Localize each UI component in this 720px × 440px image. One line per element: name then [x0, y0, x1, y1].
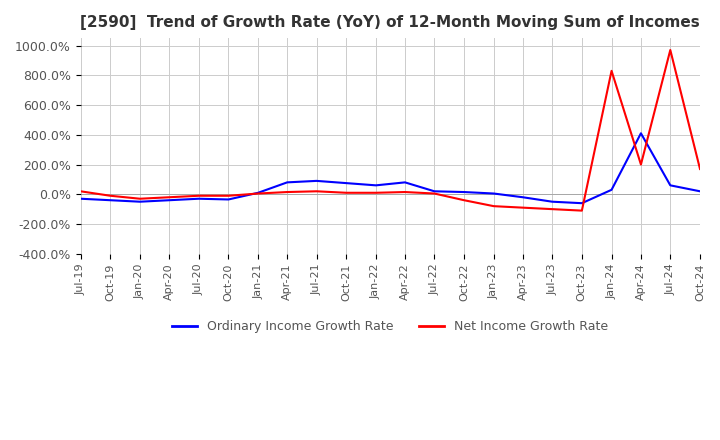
Title: [2590]  Trend of Growth Rate (YoY) of 12-Month Moving Sum of Incomes: [2590] Trend of Growth Rate (YoY) of 12-…	[81, 15, 700, 30]
Legend: Ordinary Income Growth Rate, Net Income Growth Rate: Ordinary Income Growth Rate, Net Income …	[168, 315, 613, 338]
